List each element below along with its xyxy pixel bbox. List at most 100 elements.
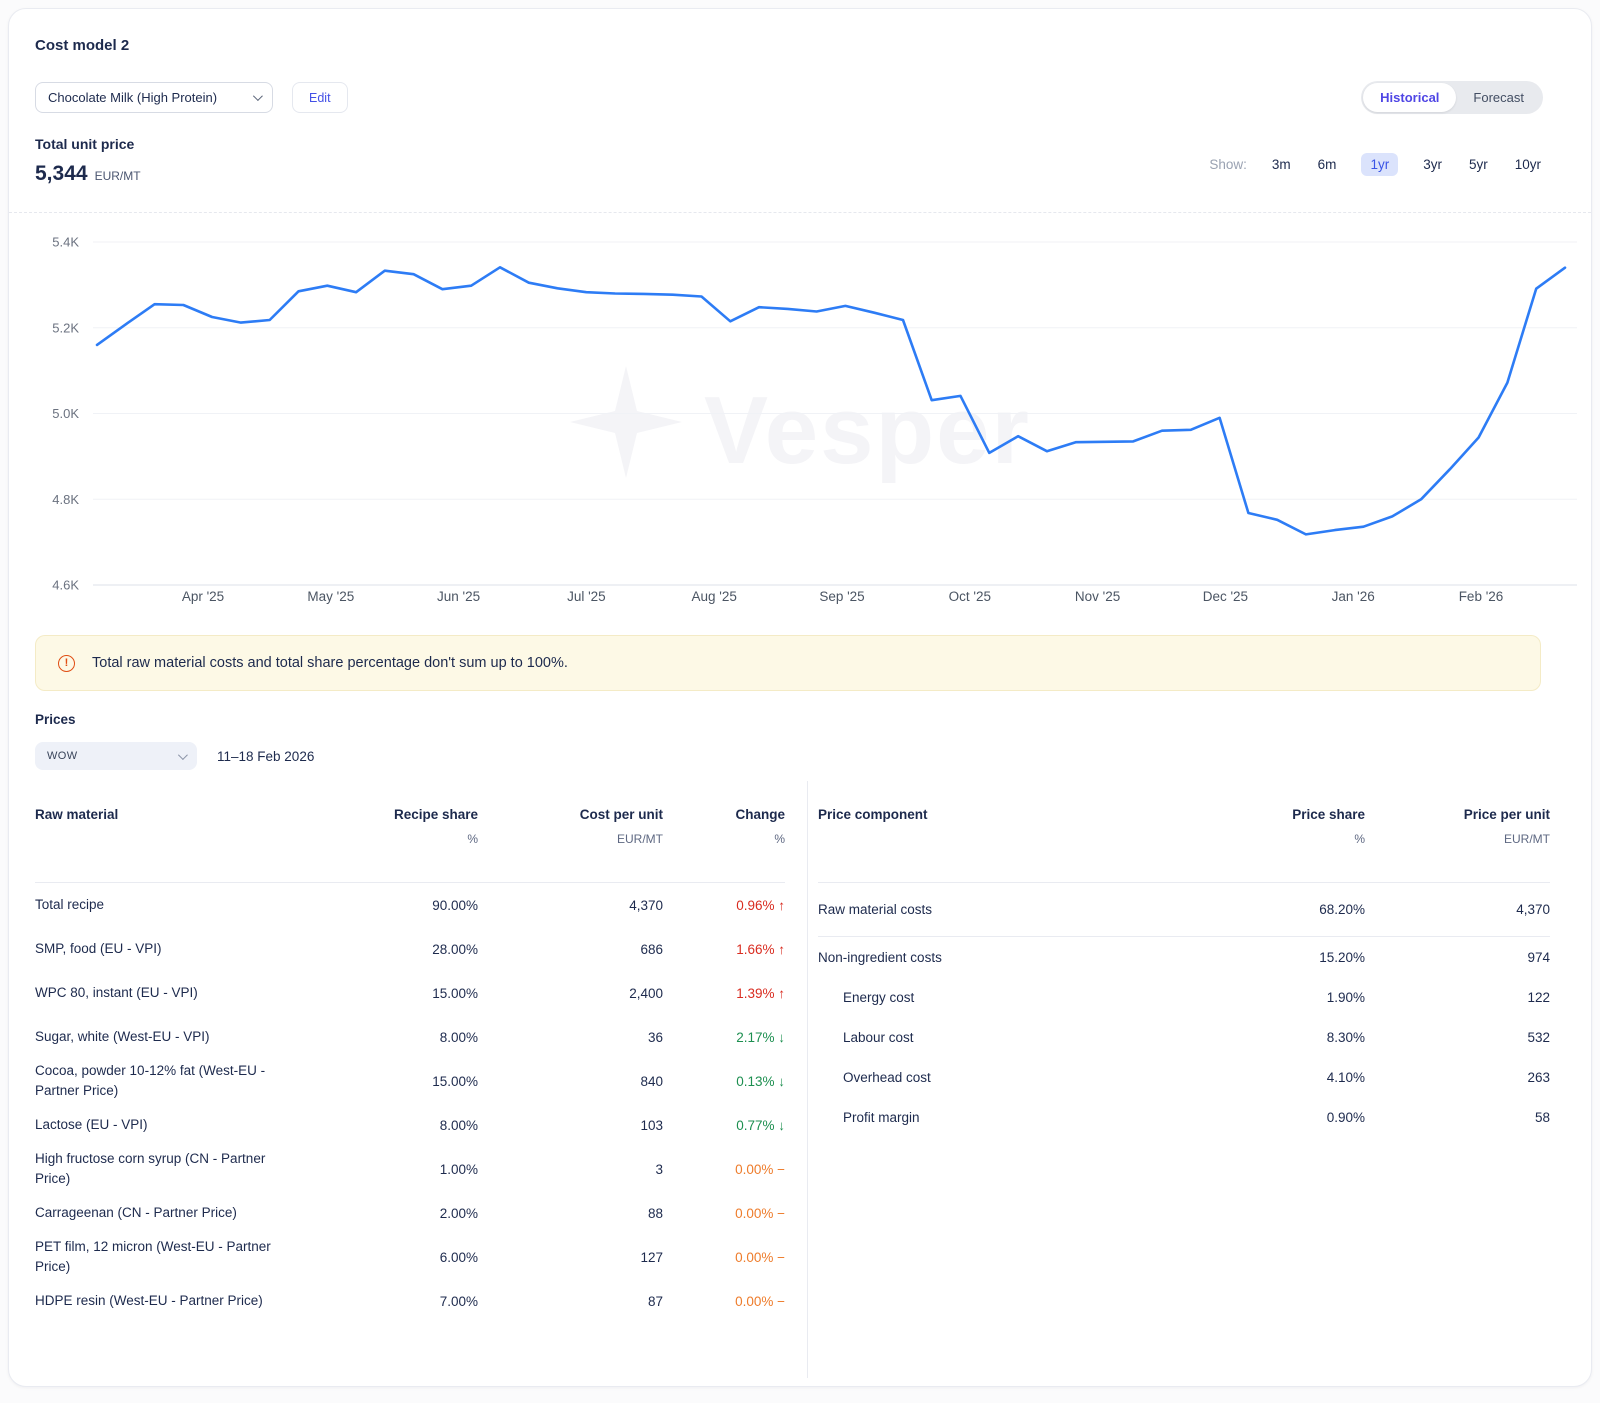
price-per-unit-value: 974 [1527,949,1550,965]
raw-material-name: PET film, 12 micron (West-EU - Partner P… [35,1239,271,1274]
table-row: Cocoa, powder 10-12% fat (West-EU - Part… [35,1059,785,1103]
warning-text: Total raw material costs and total share… [92,655,568,671]
raw-material-name: Cocoa, powder 10-12% fat (West-EU - Part… [35,1063,266,1098]
price-chart: Vesper 5.4K 5.2K 5.0K 4.8K 4.6K Apr '25 May '25… [9,212,1591,622]
recipe-share-value: 28.00% [432,941,478,957]
col-price-per-unit: Price per unit [1463,807,1550,822]
recipe-share-value: 1.00% [439,1161,478,1177]
unit-price-share: % [1354,832,1365,846]
range-6m[interactable]: 6m [1317,157,1337,172]
col-cost-per-unit: Cost per unit [579,807,663,822]
warning-icon: ! [58,654,75,672]
table-row: Lactose (EU - VPI) 8.00% 103 0.77% ↓ [35,1103,785,1147]
recipe-share-value: 8.00% [439,1029,478,1045]
edit-button[interactable]: Edit [292,82,348,113]
cost-per-unit-value: 3 [655,1161,663,1177]
price-share-value: 4.10% [1326,1069,1365,1085]
svg-text:Vesper: Vesper [704,377,1031,484]
table-row: Energy cost 1.90% 122 [818,977,1550,1017]
chevron-down-icon [177,749,188,760]
x-tick-label: Apr '25 [182,589,224,604]
cost-per-unit-value: 686 [640,941,663,957]
price-mode-select[interactable]: WOW [35,742,197,770]
change-value: 0.00% − [735,1293,785,1309]
cost-per-unit-value: 103 [640,1117,663,1133]
y-tick-label: 5.4K [52,235,79,250]
recipe-share-value: 2.00% [439,1205,478,1221]
y-tick-label: 4.6K [52,578,79,593]
prices-heading: Prices [35,712,76,727]
total-unit-price-value: 5,344 EUR/MT [35,162,141,186]
change-value: 2.17% ↓ [736,1029,785,1045]
cost-per-unit-value: 4,370 [629,897,663,913]
range-3m[interactable]: 3m [1271,157,1291,172]
price-share-value: 15.20% [1319,949,1365,965]
change-value: 1.66% ↑ [736,941,785,957]
recipe-share-value: 15.00% [432,1073,478,1089]
price-share-value: 0.90% [1326,1109,1365,1125]
table-row: Raw material costs 68.20% 4,370 [818,883,1550,937]
x-tick-label: Jul '25 [567,589,606,604]
price-line [95,265,1567,536]
range-3yr[interactable]: 3yr [1423,157,1442,172]
price-component-table: Price component Price share Price per un… [808,781,1591,1378]
toggle-option-historical[interactable]: Historical [1363,83,1457,112]
change-value: 0.96% ↑ [736,897,785,913]
prices-controls: WOW 11–18 Feb 2026 [35,742,314,770]
table-row: High fructose corn syrup (CN - Partner P… [35,1147,785,1191]
recipe-share-value: 90.00% [432,897,478,913]
raw-material-name: SMP, food (EU - VPI) [35,941,162,956]
toggle-option-forecast[interactable]: Forecast [1473,90,1524,105]
product-select-value: Chocolate Milk (High Protein) [48,90,218,105]
range-1yr[interactable]: 1yr [1361,153,1399,176]
raw-material-rows: Total recipe 90.00% 4,370 0.96% ↑ SMP, food … [35,883,785,1323]
vesper-star-icon [570,366,682,478]
range-10yr[interactable]: 10yr [1514,157,1541,172]
table-row: HDPE resin (West-EU - Partner Price) 7.00… [35,1279,785,1323]
total-unit-price-label: Total unit price [35,136,135,152]
x-tick-label: Oct '25 [949,589,991,604]
price-component-rows: Raw material costs 68.20% 4,370 Non-ingredi… [818,883,1550,1137]
col-recipe-share: Recipe share [393,807,478,822]
warning-banner: ! Total raw material costs and total sha… [35,635,1541,691]
raw-material-name: Total recipe [35,897,105,912]
col-raw-material: Raw material [35,807,119,822]
raw-material-name: Sugar, white (West-EU - VPI) [35,1029,210,1044]
unit-price-per-unit: EUR/MT [1504,832,1550,846]
table-row: Total recipe 90.00% 4,370 0.96% ↑ [35,883,785,927]
recipe-share-value: 7.00% [439,1293,478,1309]
x-tick-label: Feb '26 [1459,589,1504,604]
cost-per-unit-value: 87 [647,1293,663,1309]
cost-model-card: Cost model 2 Chocolate Milk (High Protei… [8,8,1592,1387]
col-price-component: Price component [818,807,928,822]
time-range-selector: Show: 3m 6m 1yr 3yr 5yr 10yr [1209,153,1543,176]
table-row: WPC 80, instant (EU - VPI) 15.00% 2,400 1.3… [35,971,785,1015]
vesper-watermark: Vesper [570,366,1031,484]
historical-forecast-toggle: Historical Forecast [1361,81,1543,114]
recipe-share-value: 6.00% [439,1249,478,1265]
range-5yr[interactable]: 5yr [1468,157,1488,172]
x-tick-label: Jan '26 [1332,589,1375,604]
table-row: Carrageenan (CN - Partner Price) 2.00% 88 0… [35,1191,785,1235]
model-controls: Chocolate Milk (High Protein) Edit [35,82,348,113]
product-select[interactable]: Chocolate Milk (High Protein) [35,82,273,113]
price-component-name: Non-ingredient costs [818,949,942,965]
raw-material-table: Raw material Recipe share Cost per unit … [9,781,808,1378]
cost-per-unit-value: 2,400 [629,985,663,1001]
change-value: 0.00% − [735,1161,785,1177]
price-period: 11–18 Feb 2026 [217,748,315,764]
x-tick-label: Jun '25 [437,589,480,604]
price-component-name: Labour cost [843,1029,914,1045]
price-per-unit-value: 263 [1527,1069,1550,1085]
recipe-share-value: 8.00% [439,1117,478,1133]
price-component-table-header: Price component Price share Price per un… [818,781,1550,883]
change-value: 1.39% ↑ [736,985,785,1001]
cost-per-unit-value: 88 [647,1205,663,1221]
unit-recipe-share: % [467,832,478,846]
raw-material-name: Carrageenan (CN - Partner Price) [35,1205,237,1220]
raw-material-name: Lactose (EU - VPI) [35,1117,148,1132]
cost-per-unit-value: 127 [640,1249,663,1265]
change-value: 0.00% − [735,1249,785,1265]
price-number: 5,344 [35,162,88,185]
price-component-name: Raw material costs [818,902,933,917]
